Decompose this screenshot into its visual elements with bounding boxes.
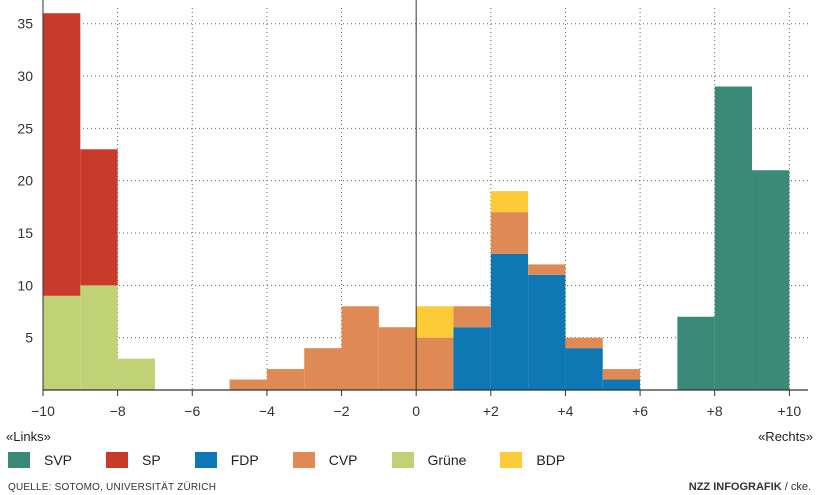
left-end-label: «Links» [6,429,51,444]
legend-item-fdp: FDP [194,452,259,468]
bar-cvp [453,306,491,328]
bar-sp [80,149,118,286]
x-tick-label: −6 [184,403,200,419]
legend: SVP SP FDP CVP Grüne BDP [8,452,599,468]
legend-label: BDP [536,452,566,468]
legend-label: SVP [44,452,73,468]
y-tick-label: 25 [17,120,33,136]
bar-svp [714,86,753,390]
legend-label: FDP [230,452,259,468]
y-tick-label: 35 [17,16,33,32]
legend-item-sp: SP [106,452,161,468]
legend-swatch [194,452,217,468]
bar-fdp [602,379,641,390]
right-end-label: «Rechts» [758,429,813,444]
bar-bdp [416,306,454,338]
y-tick-label: 20 [17,173,33,189]
y-tick-label: 5 [25,330,33,346]
x-tick-label: −10 [31,403,55,419]
bar-cvp [490,212,529,254]
bar-cvp [229,379,267,390]
legend-item-grüne: Grüne [391,452,467,468]
x-tick-label: +10 [777,403,801,419]
legend-item-bdp: BDP [500,452,565,468]
bar-layer [43,13,790,390]
tick-labels: 5 10 15 20 25 30 35 −10 −8 −6 −4 −2 0 +2 +4 +6 +8 +10 [17,16,801,419]
legend-swatch [8,452,30,468]
x-tick-label: −2 [334,403,350,419]
bar-grüne [117,358,155,390]
brand-label: NZZ INFOGRAFIK [688,481,782,493]
credit-line: NZZ INFOGRAFIK / cke. [689,481,811,493]
bar-bdp [490,191,529,213]
legend-label: Grüne [427,452,467,468]
bar-cvp [341,306,379,390]
legend-swatch [106,452,129,468]
x-tick-label: −4 [259,403,275,419]
bar-cvp [378,327,417,390]
legend-label: SP [142,452,161,468]
author-label: / cke. [781,481,811,493]
bar-fdp [565,348,603,390]
bar-cvp [565,337,603,349]
x-tick-label: +2 [483,403,499,419]
legend-label: CVP [328,452,358,468]
y-tick-label: 15 [17,225,33,241]
bar-grüne [43,295,81,390]
bar-fdp [528,274,566,390]
bar-cvp [304,348,342,390]
legend-swatch [292,452,315,468]
bar-svp [752,170,790,390]
legend-item-cvp: CVP [292,452,358,468]
bar-cvp [528,264,566,275]
bar-sp [43,13,81,296]
legend-swatch [391,452,414,468]
bar-cvp [602,369,641,380]
x-tick-label: +8 [707,403,723,419]
y-tick-label: 10 [17,277,33,293]
bar-cvp [416,337,454,390]
bar-fdp [453,327,491,390]
y-tick-label: 30 [17,68,33,84]
bar-cvp [266,369,305,390]
bar-grüne [80,285,118,390]
legend-swatch [500,452,523,468]
x-tick-label: +4 [557,403,573,419]
bar-fdp [490,253,529,390]
axes-layer [42,0,808,396]
source-note: QUELLE: SOTOMO, UNIVERSITÄT ZÜRICH [8,482,217,493]
bar-svp [677,316,715,390]
x-tick-label: 0 [412,403,420,419]
x-tick-label: −8 [110,403,126,419]
legend-item-svp: SVP [8,452,72,468]
x-tick-label: +6 [632,403,648,419]
